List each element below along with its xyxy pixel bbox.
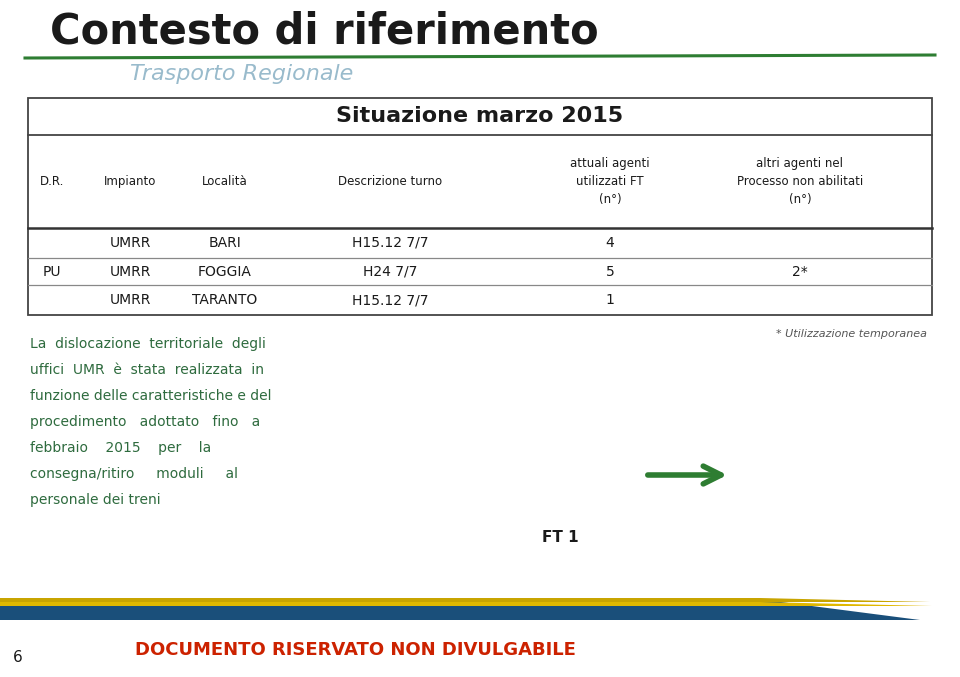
Text: attuali agenti
utilizzati FT
(n°): attuali agenti utilizzati FT (n°) [570,157,650,206]
Text: FT 1: FT 1 [541,531,578,546]
Text: 2*: 2* [792,265,808,278]
Text: La  dislocazione  territoriale  degli: La dislocazione territoriale degli [30,337,266,351]
Bar [28,98,932,315]
Text: BARI: BARI [208,236,241,250]
Text: personale dei treni: personale dei treni [30,493,160,507]
Text: H15.12 7/7: H15.12 7/7 [351,236,428,250]
Text: UMRR: UMRR [109,265,151,278]
Text: H24 7/7: H24 7/7 [363,265,418,278]
Text: Impianto: Impianto [104,175,156,188]
Text: funzione delle caratteristiche e del: funzione delle caratteristiche e del [30,389,272,403]
Text: TARANTO: TARANTO [192,293,257,307]
Text: * Utilizzazione temporanea: * Utilizzazione temporanea [776,329,927,339]
Text: UMRR: UMRR [109,236,151,250]
Text: Trasporto Regionale: Trasporto Regionale [130,64,353,84]
Text: H15.12 7/7: H15.12 7/7 [351,293,428,307]
Text: Descrizione turno: Descrizione turno [338,175,442,188]
Text: DOCUMENTO RISERVATO NON DIVULGABILE: DOCUMENTO RISERVATO NON DIVULGABILE [134,641,575,659]
Text: UMRR: UMRR [109,293,151,307]
Text: febbraio    2015    per    la: febbraio 2015 per la [30,441,211,455]
Text: uffici  UMR  è  stata  realizzata  in: uffici UMR è stata realizzata in [30,363,264,377]
Text: Contesto di riferimento: Contesto di riferimento [50,11,599,53]
Text: procedimento   adottato   fino   a: procedimento adottato fino a [30,415,260,429]
Text: 5: 5 [606,265,614,278]
Text: Località: Località [203,175,248,188]
Text: D.R.: D.R. [39,175,64,188]
Text: FOGGIA: FOGGIA [198,265,252,278]
Text: 4: 4 [606,236,614,250]
Text: altri agenti nel
Processo non abilitati
(n°): altri agenti nel Processo non abilitati … [737,157,863,206]
Text: PU: PU [43,265,61,278]
Text: Situazione marzo 2015: Situazione marzo 2015 [336,106,624,127]
Polygon shape [0,598,920,620]
Polygon shape [0,598,930,602]
Text: 1: 1 [606,293,614,307]
Text: 6: 6 [13,649,23,665]
Polygon shape [0,602,932,606]
Text: consegna/ritiro     moduli     al: consegna/ritiro moduli al [30,467,238,481]
